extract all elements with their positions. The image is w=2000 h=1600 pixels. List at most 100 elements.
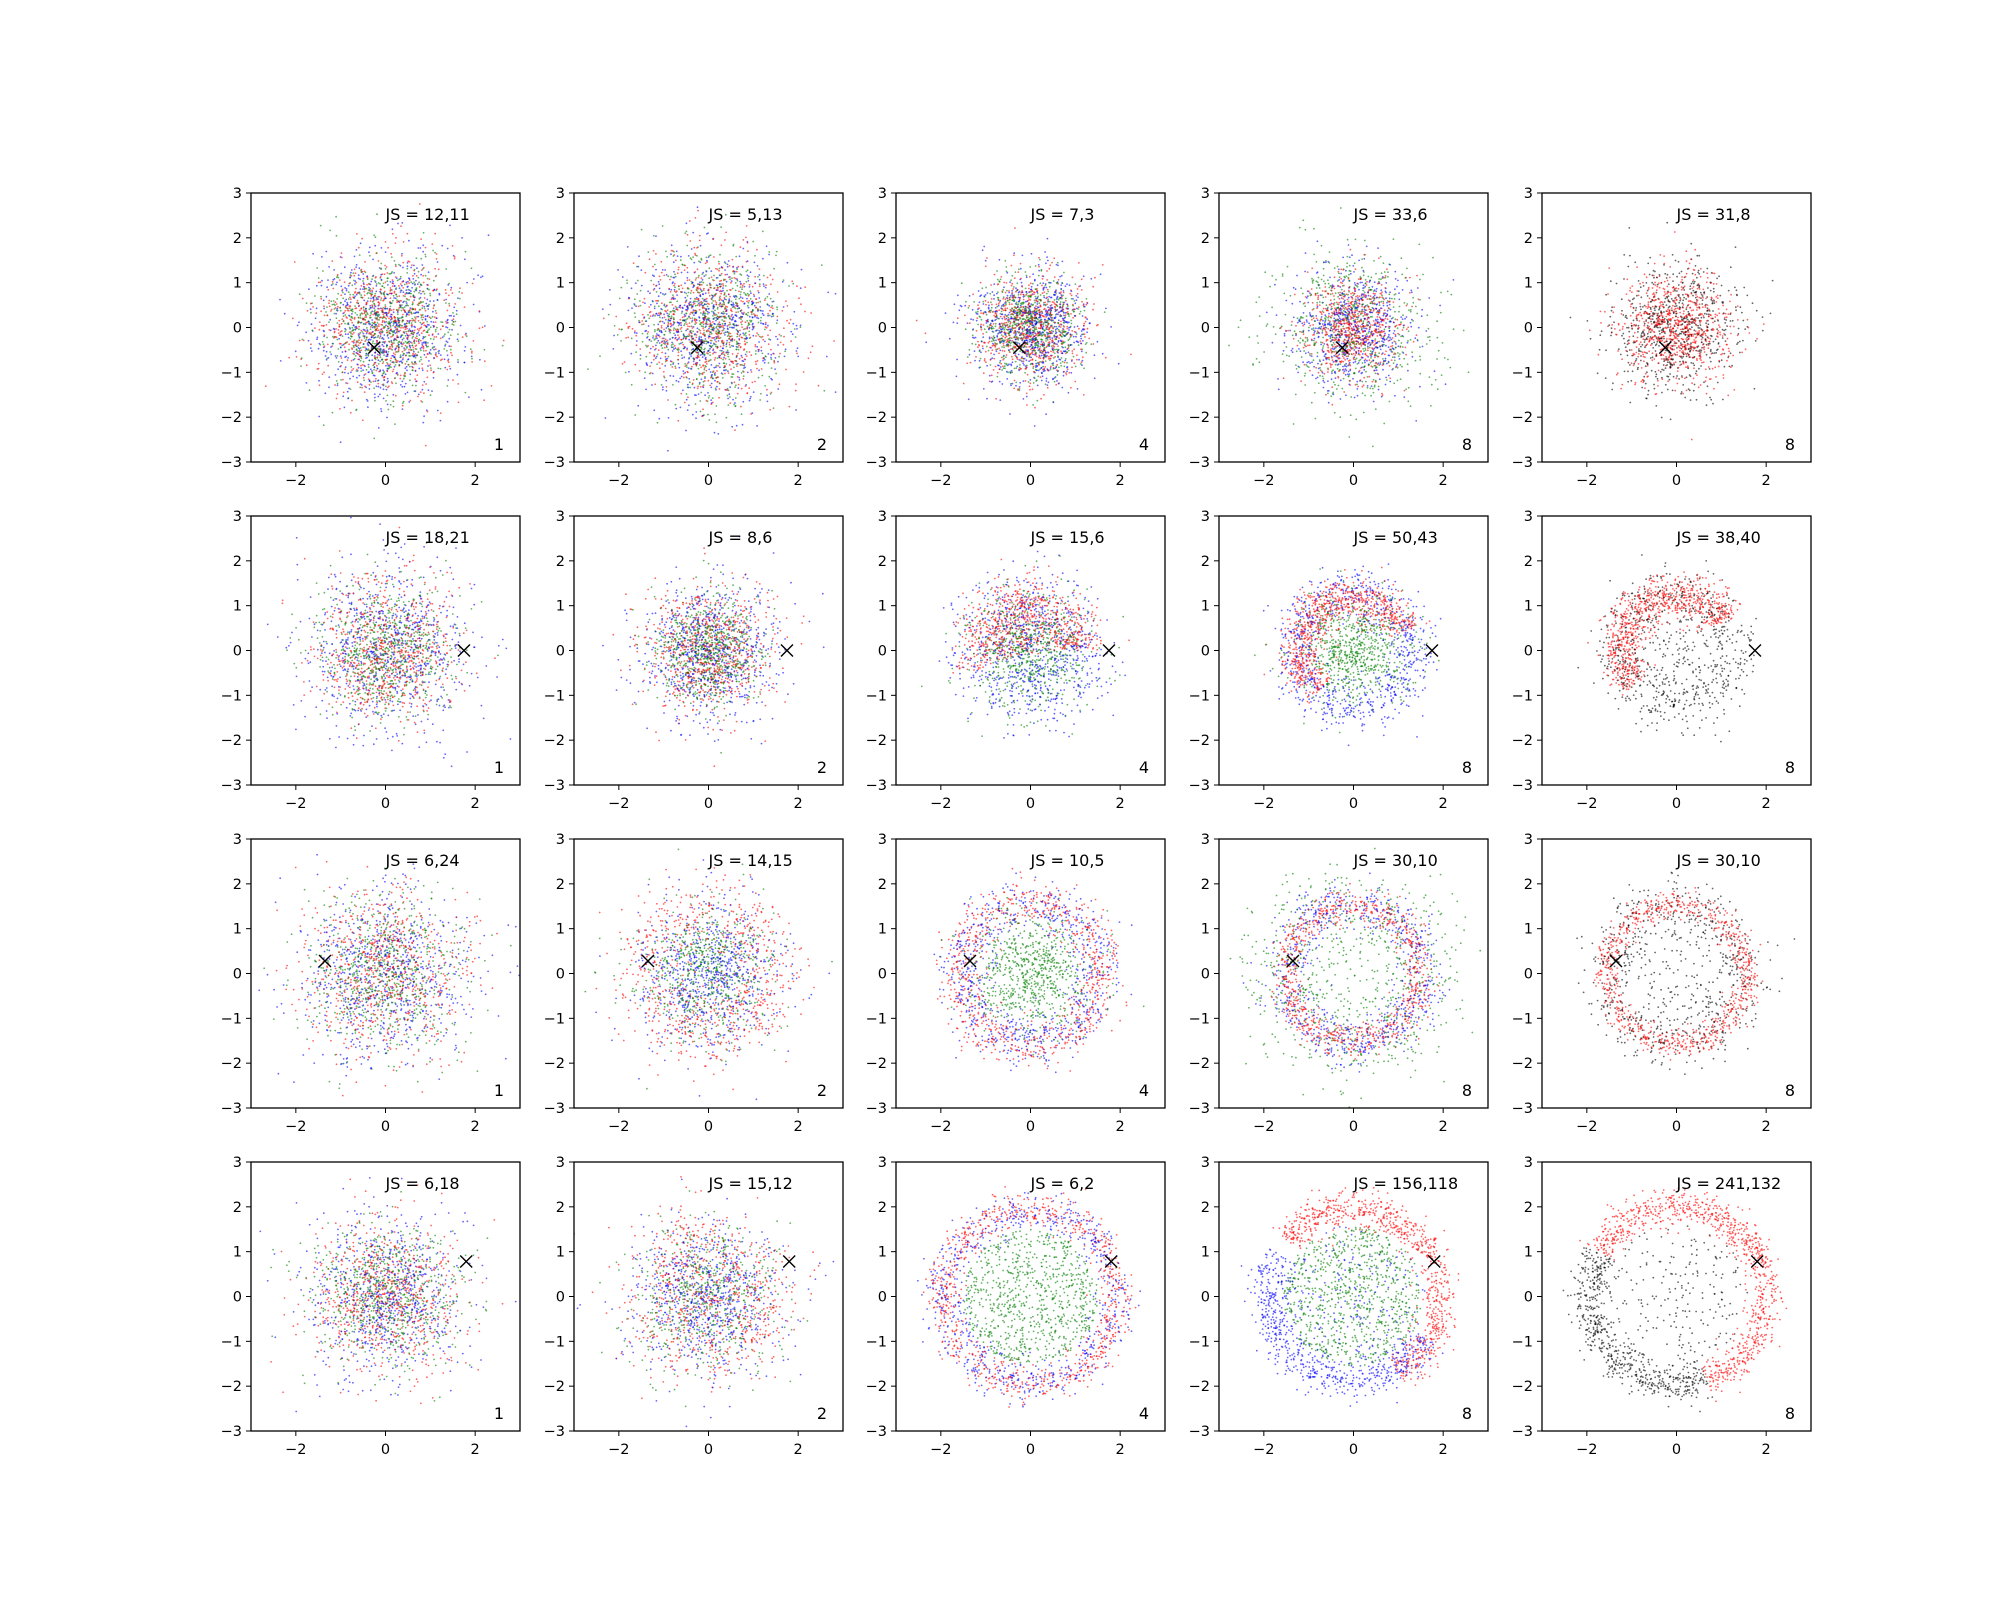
data-point — [726, 351, 729, 354]
data-point — [659, 316, 661, 319]
data-point — [998, 361, 1001, 364]
data-point — [664, 269, 666, 271]
data-point — [328, 305, 331, 308]
data-point — [667, 417, 670, 419]
data-point — [428, 278, 431, 280]
data-point — [364, 323, 367, 326]
data-point — [644, 302, 646, 304]
data-point — [649, 372, 652, 374]
data-point — [402, 287, 405, 289]
data-point — [782, 306, 785, 308]
data-point — [402, 308, 405, 311]
data-point — [1006, 332, 1008, 334]
data-point — [434, 251, 436, 254]
data-point — [401, 324, 403, 327]
data-point — [627, 327, 630, 330]
data-point — [710, 339, 713, 342]
data-point — [335, 215, 337, 218]
data-point — [421, 363, 423, 365]
data-point — [675, 329, 678, 332]
data-point — [620, 340, 622, 342]
data-point — [419, 356, 422, 359]
data-point — [734, 405, 737, 407]
data-point — [348, 326, 351, 329]
data-point — [697, 367, 700, 370]
data-point — [769, 297, 772, 300]
data-point — [453, 257, 456, 260]
data-point — [985, 303, 987, 306]
data-point — [709, 351, 711, 354]
data-point — [423, 415, 425, 418]
data-point — [360, 269, 362, 272]
data-point — [331, 345, 334, 347]
data-point — [377, 301, 380, 304]
data-point — [327, 279, 329, 281]
data-point — [729, 295, 731, 298]
data-point — [402, 354, 404, 357]
data-point — [685, 429, 687, 432]
data-point — [748, 315, 751, 318]
data-point — [754, 254, 756, 257]
data-point — [625, 337, 628, 339]
data-point — [740, 336, 743, 339]
data-point — [379, 290, 382, 293]
data-point — [716, 385, 718, 388]
data-point — [305, 302, 308, 304]
data-point — [769, 408, 772, 411]
data-point — [397, 319, 400, 322]
data-point — [354, 305, 356, 307]
data-point — [408, 314, 410, 316]
data-point — [328, 266, 330, 268]
data-point — [663, 316, 666, 319]
data-point — [690, 282, 693, 285]
data-point — [335, 303, 338, 305]
data-point — [726, 327, 729, 330]
data-point — [478, 327, 481, 330]
data-point — [344, 322, 346, 325]
data-point — [674, 403, 677, 406]
data-point — [683, 304, 686, 307]
data-point — [470, 355, 473, 358]
data-point — [396, 336, 399, 339]
data-point — [381, 331, 384, 333]
data-point — [735, 424, 738, 427]
data-point — [352, 296, 354, 299]
data-point — [1028, 287, 1030, 290]
data-point — [687, 288, 690, 290]
data-point — [672, 255, 675, 257]
data-point — [758, 283, 761, 286]
data-point — [410, 281, 413, 284]
data-point — [347, 357, 349, 359]
data-point — [355, 351, 358, 354]
data-point — [376, 315, 379, 318]
data-point — [433, 304, 436, 306]
data-point — [689, 353, 691, 356]
data-point — [1005, 335, 1008, 338]
data-point — [800, 303, 802, 306]
data-point — [342, 320, 345, 322]
data-point — [669, 338, 671, 341]
data-point — [472, 278, 475, 280]
data-point — [1093, 303, 1095, 305]
data-point — [665, 310, 667, 313]
data-point — [983, 245, 986, 248]
data-point — [374, 317, 377, 319]
data-point — [746, 297, 748, 300]
data-point — [757, 333, 760, 336]
data-point — [689, 331, 692, 333]
data-point — [420, 349, 422, 352]
data-point — [661, 269, 664, 271]
data-point — [397, 343, 400, 346]
data-point — [999, 366, 1002, 368]
data-point — [395, 361, 397, 364]
data-point — [371, 371, 374, 374]
data-point — [393, 365, 396, 368]
data-point — [679, 328, 682, 330]
data-point — [393, 291, 396, 294]
data-point — [755, 363, 757, 366]
data-point — [697, 209, 699, 212]
data-point — [387, 364, 390, 367]
data-point — [690, 349, 693, 351]
data-point — [991, 311, 994, 313]
data-point — [448, 328, 451, 331]
